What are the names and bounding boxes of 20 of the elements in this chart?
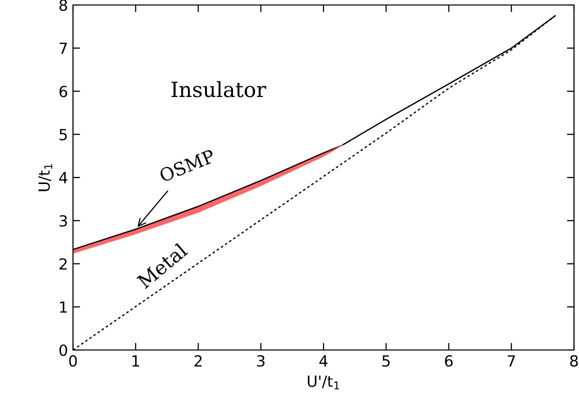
x-tick-label: 3 bbox=[257, 355, 265, 367]
y-tick-label: 5 bbox=[60, 129, 67, 140]
x-tick-label: 0 bbox=[69, 355, 77, 367]
y-tick-label: 4 bbox=[59, 172, 68, 184]
x-tick-label: 4 bbox=[319, 355, 328, 366]
x-tick-label: 7 bbox=[508, 355, 515, 366]
y-tick-label: 6 bbox=[59, 86, 68, 98]
y-tick-label: 1 bbox=[60, 302, 67, 313]
x-tick-label: 6 bbox=[444, 355, 453, 367]
y-tick-label: 3 bbox=[60, 215, 67, 227]
x-tick-label: 2 bbox=[194, 355, 202, 366]
y-tick-label: 0 bbox=[59, 344, 68, 356]
annotation: Insulator bbox=[172, 81, 266, 98]
x-axis-title: U'/t$_{1}$ bbox=[308, 376, 340, 390]
x-tick-label: 5 bbox=[382, 355, 390, 367]
y-tick-label: 7 bbox=[60, 42, 67, 54]
x-tick-label: 1 bbox=[132, 355, 140, 366]
y-axis-title: U/t$_{1}$ bbox=[38, 164, 52, 192]
x-tick-label: 8 bbox=[570, 355, 578, 367]
y-tick-label: 2 bbox=[60, 258, 67, 270]
